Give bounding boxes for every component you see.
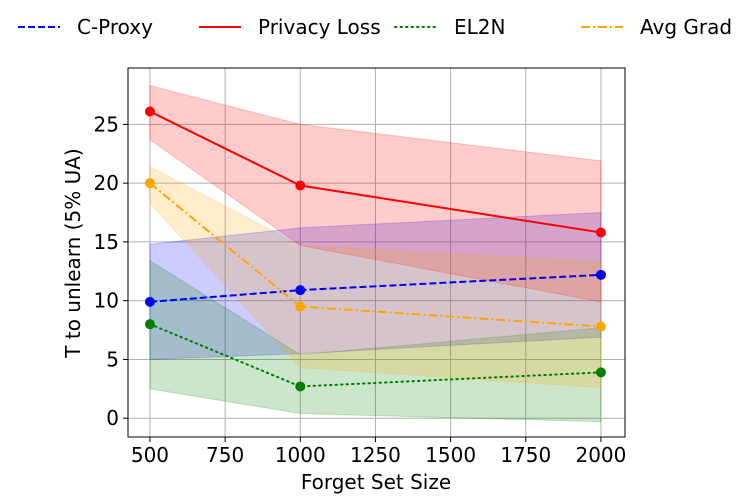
point-c-proxy — [144, 296, 155, 307]
y-tick-label: 5 — [106, 347, 119, 371]
x-axis-ticks: 500 750 1000 1250 1500 1750 2000 — [131, 437, 626, 467]
point-privacy-loss — [144, 106, 155, 117]
plot-frame — [127, 67, 626, 438]
x-tick-label: 1000 — [275, 443, 326, 467]
legend-label-avg-grad: Avg Grad — [640, 15, 732, 39]
confidence-bands — [149, 84, 602, 423]
legend-label-privacy-loss: Privacy Loss — [258, 15, 381, 39]
legend-label-c-proxy: C-Proxy — [77, 15, 153, 39]
y-tick-label: 25 — [94, 112, 119, 136]
point-c-proxy — [595, 269, 606, 280]
band-el2n — [149, 259, 602, 423]
legend-label-el2n: EL2N — [454, 15, 505, 39]
point-privacy-loss — [295, 180, 306, 191]
x-axis-label: Forget Set Size — [301, 470, 451, 494]
x-tick-label: 750 — [206, 443, 244, 467]
point-el2n — [595, 367, 606, 378]
x-tick-label: 1250 — [350, 443, 401, 467]
x-tick-label: 1750 — [500, 443, 551, 467]
point-c-proxy — [295, 285, 306, 296]
band-privacy-loss — [149, 84, 602, 303]
x-tick-label: 1500 — [425, 443, 476, 467]
point-el2n — [295, 381, 306, 392]
grid — [128, 68, 625, 437]
line-el2n — [148, 323, 602, 388]
y-tick-label: 20 — [94, 171, 119, 195]
x-tick-label: 2000 — [575, 443, 626, 467]
x-tick-label: 500 — [131, 443, 169, 467]
y-tick-label: 10 — [94, 289, 119, 313]
point-avg-grad — [144, 178, 155, 189]
y-tick-label: 0 — [106, 406, 119, 430]
legend: C-Proxy Privacy Loss EL2N Avg Grad — [18, 15, 732, 39]
series-points — [144, 106, 606, 392]
point-avg-grad — [595, 321, 606, 332]
point-el2n — [144, 319, 155, 330]
y-tick-label: 15 — [94, 230, 119, 254]
y-axis-label: T to unlearn (5% UA) — [61, 148, 85, 358]
point-privacy-loss — [595, 227, 606, 238]
band-avg-grad — [149, 165, 602, 389]
point-avg-grad — [295, 301, 306, 312]
y-axis-ticks: 0 5 10 15 20 25 — [94, 112, 128, 430]
